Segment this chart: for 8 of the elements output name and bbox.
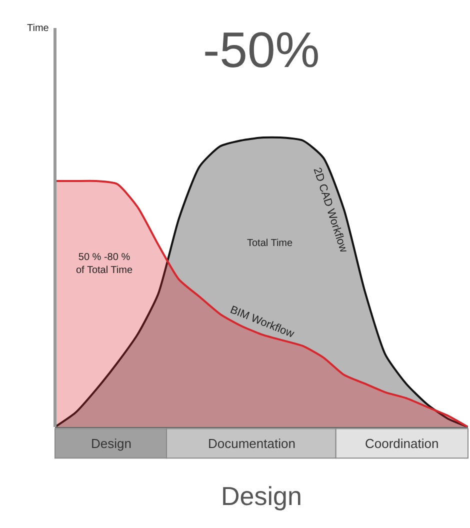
text: Coordination bbox=[365, 436, 439, 451]
annotation: 50 % -80 % of Total Time bbox=[76, 252, 133, 276]
annotation: Total Time bbox=[247, 238, 294, 249]
text: Time bbox=[27, 23, 50, 34]
text: Design bbox=[91, 436, 132, 451]
text: Documentation bbox=[208, 436, 296, 451]
chart-title: -50% bbox=[203, 22, 320, 78]
text: Design bbox=[221, 481, 302, 511]
